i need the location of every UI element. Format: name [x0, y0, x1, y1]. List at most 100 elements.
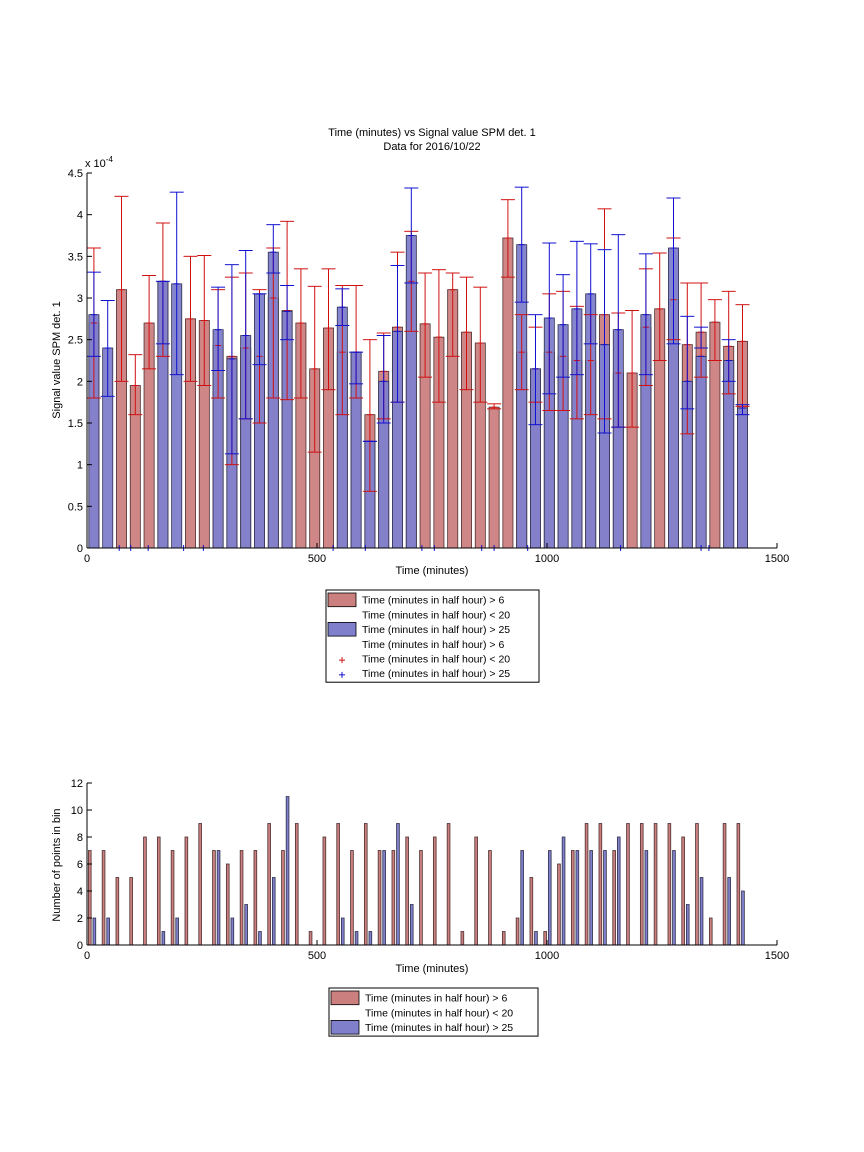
count-bar [377, 850, 382, 946]
tick-label-y: 0 [77, 543, 83, 555]
chart-subtitle: Data for 2016/10/22 [383, 141, 480, 153]
count-bar [267, 823, 271, 946]
count-bar [584, 823, 589, 946]
legend-patch [330, 1020, 360, 1035]
count-bar [722, 823, 727, 946]
legend-entry: Time (minutes in half hour) > 25 [362, 624, 510, 636]
count-bar [101, 850, 106, 946]
tick-label-bottom-y: 6 [77, 859, 83, 871]
count-bar [561, 836, 566, 946]
tick-label-bottom-x: 500 [308, 950, 326, 962]
count-bar [225, 863, 230, 946]
count-bar [529, 877, 534, 946]
legend-entry: Time (minutes in half hour) < 20 [362, 654, 510, 666]
tick-label-y: 3.5 [68, 251, 83, 263]
count-bar [391, 850, 396, 946]
count-bar [175, 917, 179, 946]
count-bar [129, 877, 133, 946]
legend-box [328, 987, 539, 1037]
count-bar [708, 917, 713, 946]
count-bar [294, 823, 299, 946]
legend-entry: Time (minutes in half hour) > 25 [362, 668, 510, 680]
x-axis-label: Time (minutes) [396, 565, 469, 577]
count-bar [557, 863, 561, 946]
count-bar [672, 850, 676, 946]
x-axis-label-bottom: Time (minutes) [396, 963, 469, 975]
count-bar [87, 850, 92, 946]
chart-title: Time (minutes) vs Signal value SPM det. … [328, 127, 535, 139]
tick-label-y: 3 [77, 293, 83, 305]
tick-label-x: 1500 [765, 553, 789, 565]
y-axis-label: Signal value SPM det. 1 [51, 301, 63, 418]
tick-label-y: 4.5 [68, 168, 83, 180]
count-bar [322, 836, 327, 946]
count-bar [727, 877, 731, 946]
count-bar [419, 850, 423, 946]
count-bar [212, 850, 216, 946]
count-bar [156, 836, 161, 946]
count-bar [432, 836, 437, 946]
count-bar [244, 904, 248, 946]
tick-label-bottom-y: 8 [77, 832, 83, 844]
tick-label-bottom-y: 0 [77, 940, 83, 952]
count-bar [216, 850, 221, 946]
y-axis-label-bottom: Number of points in bin [51, 808, 63, 921]
count-bar [382, 850, 386, 946]
count-bar [681, 836, 685, 946]
legend-patch [327, 592, 357, 608]
tick-label-y: 4 [77, 210, 83, 222]
count-bar [396, 823, 400, 946]
legend-entry: Time (minutes in half hour) > 6 [362, 639, 504, 651]
count-bar [644, 850, 649, 946]
count-bar [115, 877, 120, 946]
legend-entry: Time (minutes in half hour) < 20 [365, 1007, 513, 1019]
legend-entry: Time (minutes in half hour) < 20 [362, 609, 510, 621]
count-bar [184, 836, 189, 946]
count-bar [547, 850, 552, 946]
count-bar [639, 823, 644, 946]
bar [737, 407, 748, 549]
y-exponent-label: x 10-4 [85, 155, 113, 170]
signal-bar-chart: Time (minutes) vs Signal value SPM det. … [51, 127, 790, 683]
count-bar [699, 877, 704, 946]
bottom-bars-layer [87, 796, 745, 946]
count-bar [543, 931, 547, 946]
tick-label-y: 0.5 [68, 501, 83, 513]
bar [695, 355, 707, 549]
count-bar [520, 850, 524, 946]
count-bar [460, 931, 465, 946]
count-bar [534, 931, 538, 946]
count-bar [198, 823, 202, 946]
count-bar [667, 823, 672, 946]
count-bar [363, 823, 368, 946]
tick-label-bottom-x: 1000 [535, 950, 559, 962]
tick-label-bottom-x: 0 [84, 950, 90, 962]
count-bar [354, 931, 359, 946]
count-bar [409, 904, 414, 946]
count-bar [616, 836, 621, 946]
count-bar-chart: 0 2 4 6 8 10 12 0 500 1000 1500 Time (minutes) Num… [51, 778, 789, 1037]
top-errorbars-layer [86, 186, 750, 551]
bar [502, 237, 514, 549]
count-bar [695, 823, 699, 946]
tick-label-bottom-y: 2 [77, 913, 83, 925]
count-bar [612, 850, 616, 946]
top-axes: 0 0.5 1 1.5 2 2.5 3 3.5 4 4.5 0 500 1000 1500 [68, 168, 790, 565]
count-bar [92, 917, 97, 946]
top-legend: Time (minutes in half hour) > 6 Time (min… [325, 589, 540, 683]
count-bar [281, 850, 285, 946]
count-bar [350, 850, 354, 946]
bottom-axes: 0 2 4 6 8 10 12 0 500 1000 1500 [71, 778, 789, 962]
count-bar [626, 823, 630, 946]
legend-entry: Time (minutes in half hour) > 6 [365, 993, 507, 1005]
count-bar [368, 931, 373, 946]
count-bar [405, 836, 409, 946]
count-bar [336, 823, 340, 946]
count-bar [575, 850, 580, 946]
count-bar [741, 890, 745, 946]
count-bar [239, 850, 244, 946]
count-bar [285, 796, 290, 946]
tick-label-x: 0 [84, 553, 90, 565]
top-bars-layer [88, 235, 748, 549]
count-bar [106, 917, 110, 946]
